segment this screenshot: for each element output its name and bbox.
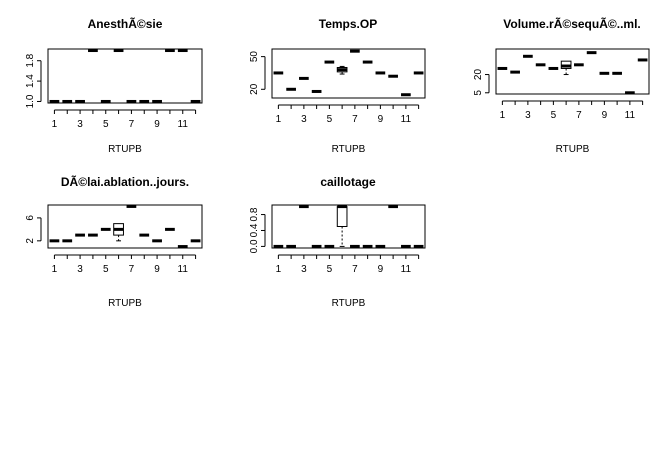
x-tick-label: 9 xyxy=(378,114,384,125)
x-tick-label: 1 xyxy=(52,119,58,130)
x-tick-label: 11 xyxy=(625,110,636,121)
y-tick-label: 20 xyxy=(473,69,484,81)
x-tick-label: 1 xyxy=(276,114,282,125)
boxplot-panel-2: Temps.OP RTUPB 1 3 5 7 9 11 20 50 xyxy=(249,17,426,155)
x-tick-label: 11 xyxy=(401,114,412,125)
x-tick-label: 5 xyxy=(103,264,109,275)
x-axis-label: RTUPB xyxy=(556,144,590,155)
x-tick-label: 7 xyxy=(129,264,135,275)
y-tick-label: 1.0 xyxy=(25,94,36,108)
y-tick-label: 1.8 xyxy=(25,53,36,67)
boxplot-panel-4: DÃ©lai.ablation..jours. RTUPB 1 3 5 7 9 11 2 6 xyxy=(25,174,203,309)
y-tick-label: 20 xyxy=(249,83,260,95)
x-tick-label: 3 xyxy=(77,119,83,130)
x-tick-label: 7 xyxy=(352,264,358,275)
box-6 xyxy=(113,223,124,242)
x-tick-label: 1 xyxy=(276,264,282,275)
x-axis-label: RTUPB xyxy=(108,144,142,155)
x-tick-label: 9 xyxy=(154,119,160,130)
y-tick-label: 2 xyxy=(25,238,36,244)
y-tick-label: 0.0 xyxy=(249,239,260,253)
x-tick-label: 7 xyxy=(129,119,135,130)
y-tick-label: 1.4 xyxy=(25,74,36,88)
x-tick-label: 7 xyxy=(576,110,582,121)
plot-frame xyxy=(271,204,426,249)
x-tick-label: 9 xyxy=(602,110,608,121)
plot-frame xyxy=(271,48,426,99)
x-tick-label: 3 xyxy=(301,264,307,275)
plot-frame xyxy=(47,48,203,104)
x-axis-label: RTUPB xyxy=(332,144,366,155)
x-tick-label: 3 xyxy=(77,264,83,275)
chart-title: Temps.OP xyxy=(319,17,377,31)
boxplot-panel-3: Volume.rÃ©sequÃ©..ml. RTUPB 1 3 5 7 9 11 5 20 xyxy=(473,16,650,155)
y-tick-label: 6 xyxy=(25,215,36,221)
x-tick-label: 9 xyxy=(154,264,160,275)
x-tick-label: 3 xyxy=(301,114,307,125)
x-tick-label: 5 xyxy=(551,110,557,121)
plot-frame xyxy=(47,204,203,249)
chart-title: DÃ©lai.ablation..jours. xyxy=(61,174,189,189)
box-6 xyxy=(336,65,348,75)
y-tick-label: 0.4 xyxy=(249,223,260,237)
x-tick-label: 9 xyxy=(378,264,384,275)
box-6 xyxy=(336,205,348,247)
chart-title: caillotage xyxy=(320,175,376,189)
y-tick-label: 50 xyxy=(249,51,260,63)
x-tick-label: 11 xyxy=(401,264,412,275)
box-body xyxy=(336,206,348,227)
plot-frame xyxy=(495,48,650,95)
x-tick-label: 3 xyxy=(525,110,531,121)
x-tick-label: 7 xyxy=(352,114,358,125)
chart-title: Volume.rÃ©sequÃ©..ml. xyxy=(503,16,640,31)
x-tick-label: 11 xyxy=(178,264,189,275)
y-tick-label: 5 xyxy=(473,90,484,96)
x-tick-label: 5 xyxy=(327,264,333,275)
box-6 xyxy=(560,60,572,76)
y-tick-label: 0.8 xyxy=(249,207,260,221)
boxplot-panel-5: caillotage RTUPB 1 3 5 7 9 11 0.0 0.4 0.8 xyxy=(249,175,426,309)
boxplot-panel-1: AnesthÃ©sie RTUPB 1 3 5 7 9 11 1.0 1.4 1.8 xyxy=(25,16,203,155)
x-tick-label: 5 xyxy=(103,119,109,130)
x-tick-label: 1 xyxy=(52,264,58,275)
x-tick-label: 11 xyxy=(178,119,189,130)
x-tick-label: 5 xyxy=(327,114,333,125)
chart-title: AnesthÃ©sie xyxy=(88,16,163,31)
x-axis-label: RTUPB xyxy=(332,298,366,309)
x-axis-label: RTUPB xyxy=(108,298,142,309)
x-tick-label: 1 xyxy=(500,110,506,121)
